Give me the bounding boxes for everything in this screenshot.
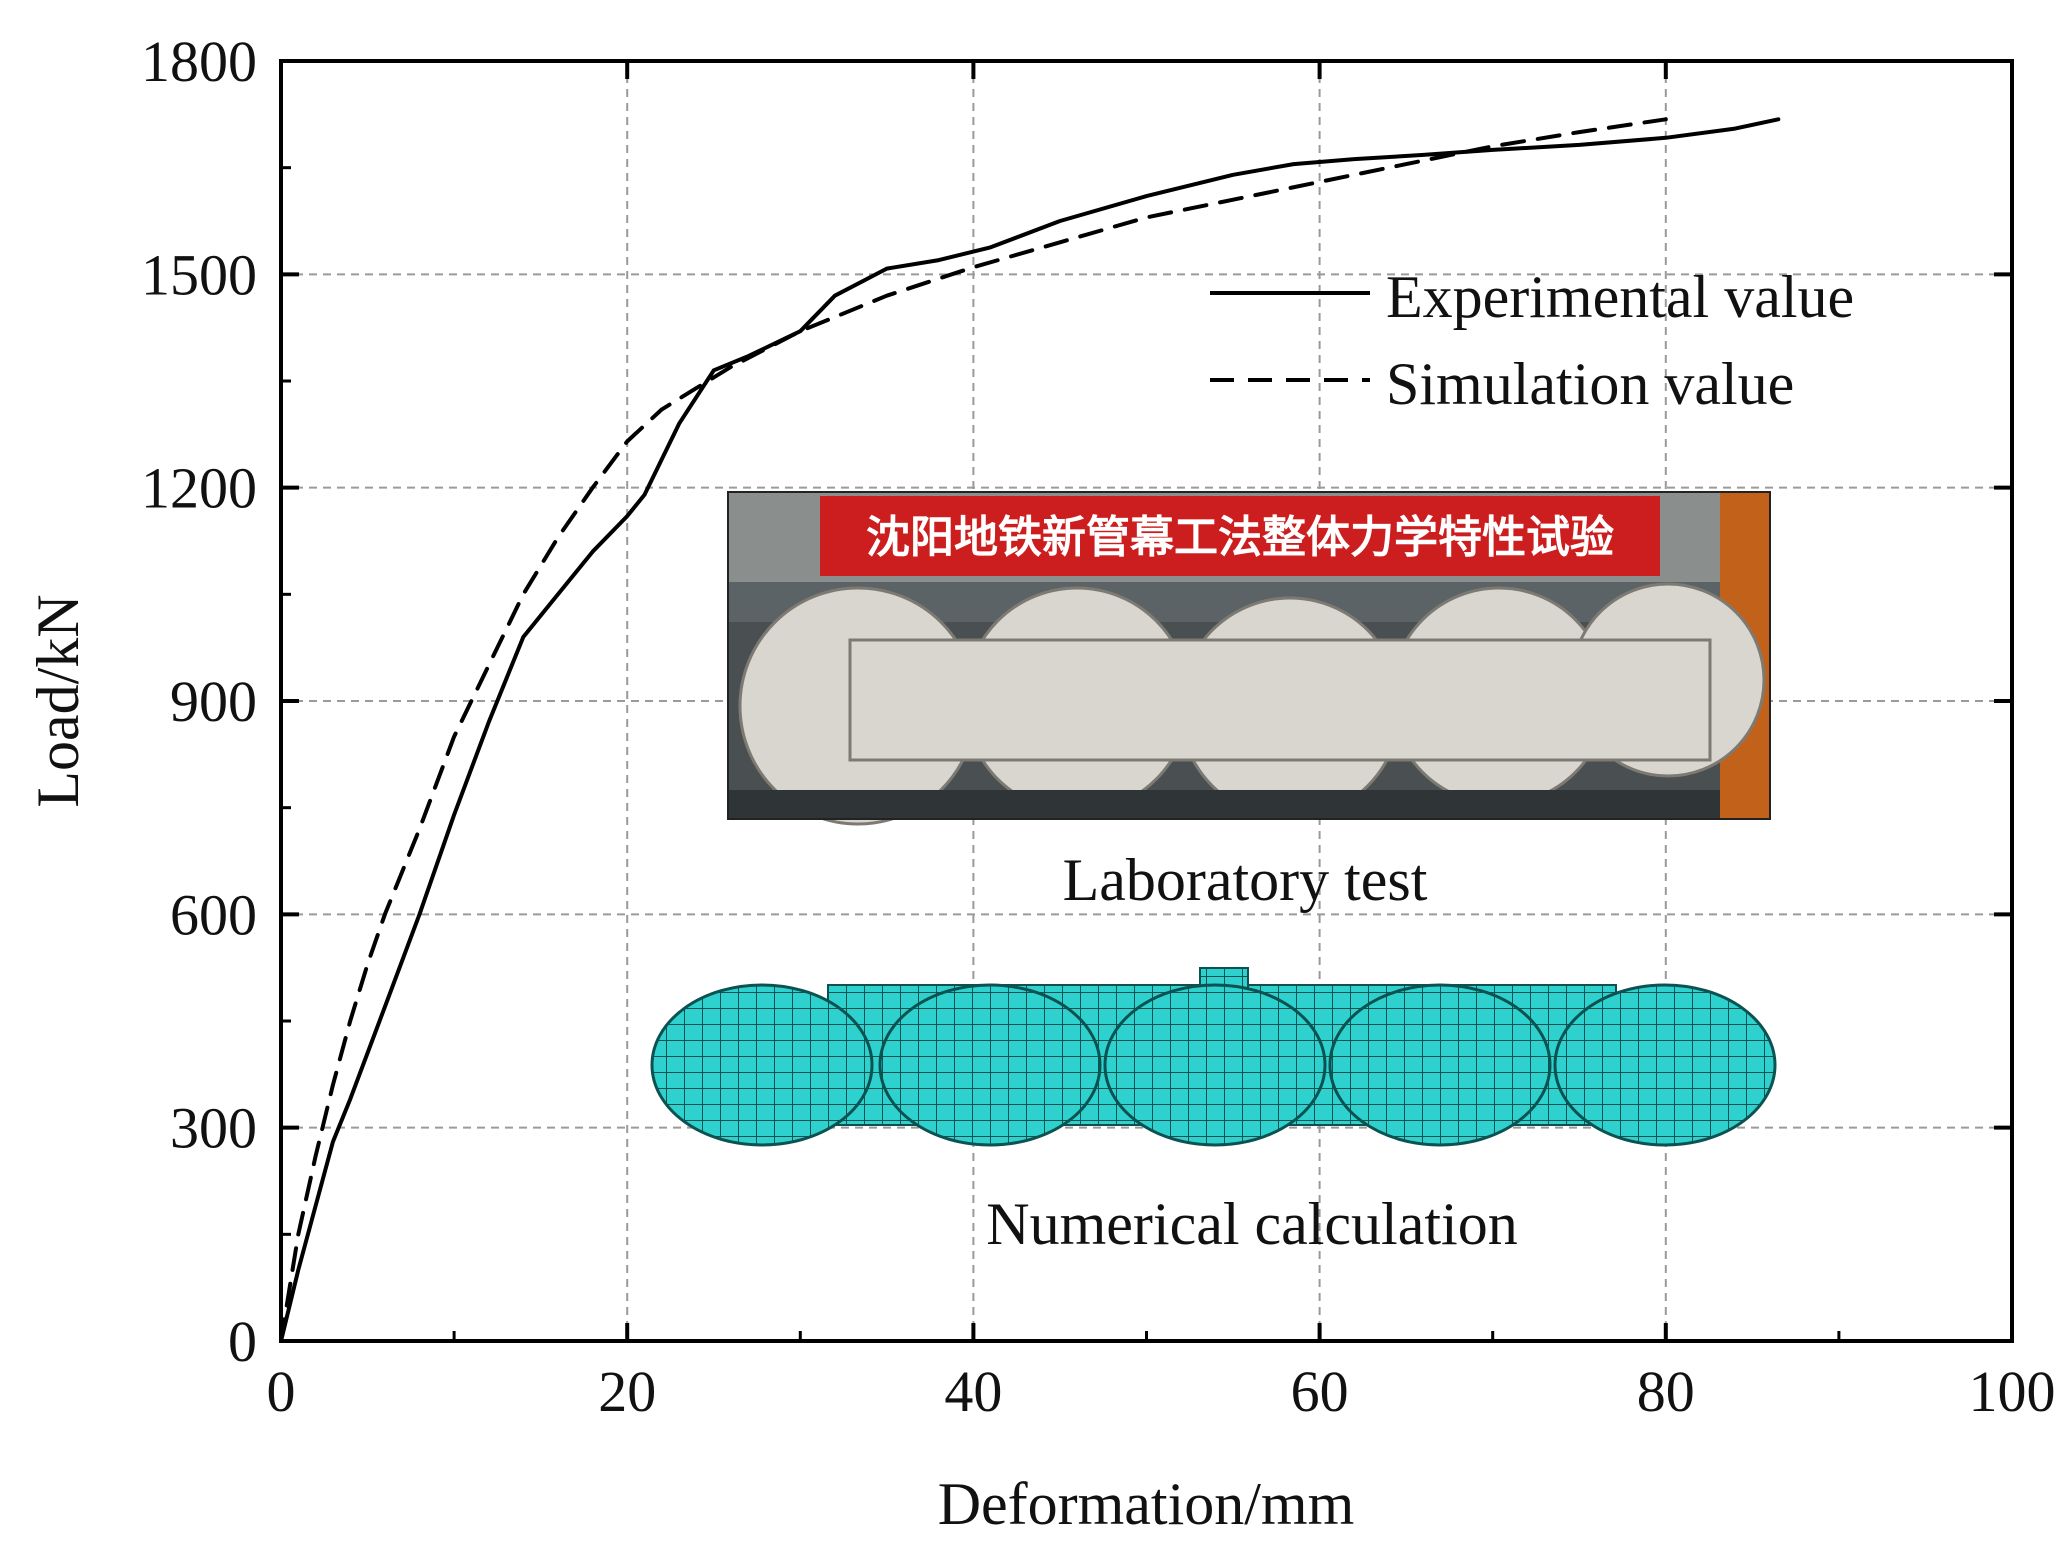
caption-laboratory-test: Laboratory test <box>1063 847 1428 913</box>
numerical-mesh-model <box>650 967 1777 1147</box>
legend-label-experimental: Experimental value <box>1386 264 1854 330</box>
x-tick-label: 60 <box>1291 1359 1349 1424</box>
banner-text: 沈阳地铁新管幕工法整体力学特性试验 <box>866 512 1614 563</box>
x-tick-label: 40 <box>944 1359 1002 1424</box>
x-tick-label: 0 <box>267 1359 296 1424</box>
legend: Experimental value Simulation value <box>1210 264 1854 417</box>
legend-label-simulation: Simulation value <box>1386 351 1794 417</box>
y-axis-title: Load/kN <box>25 594 91 807</box>
x-axis-title: Deformation/mm <box>938 1471 1355 1537</box>
y-tick-label: 900 <box>170 669 257 734</box>
y-tick-label: 0 <box>228 1309 257 1374</box>
simulation-value-line <box>279 117 1668 1343</box>
x-tick-label: 80 <box>1637 1359 1695 1424</box>
axis-tick-labels: 0 20 40 60 80 100 0 300 600 900 1200 1500 1800 <box>141 29 2056 1424</box>
experimental-value-line <box>279 117 1781 1343</box>
laboratory-test-photo: 沈阳地铁新管幕工法整体力学特性试验 <box>727 491 1771 826</box>
x-tick-label: 20 <box>598 1359 656 1424</box>
y-tick-label: 1500 <box>141 242 257 307</box>
data-series <box>279 117 1781 1343</box>
y-tick-label: 600 <box>170 882 257 947</box>
y-tick-label: 300 <box>170 1096 257 1161</box>
banner <box>820 496 1660 576</box>
caption-numerical-calculation: Numerical calculation <box>986 1191 1517 1257</box>
x-tick-label: 100 <box>1969 1359 2056 1424</box>
y-tick-label: 1200 <box>141 456 257 521</box>
axis-ticks <box>279 59 2014 1343</box>
y-tick-label: 1800 <box>141 29 257 94</box>
